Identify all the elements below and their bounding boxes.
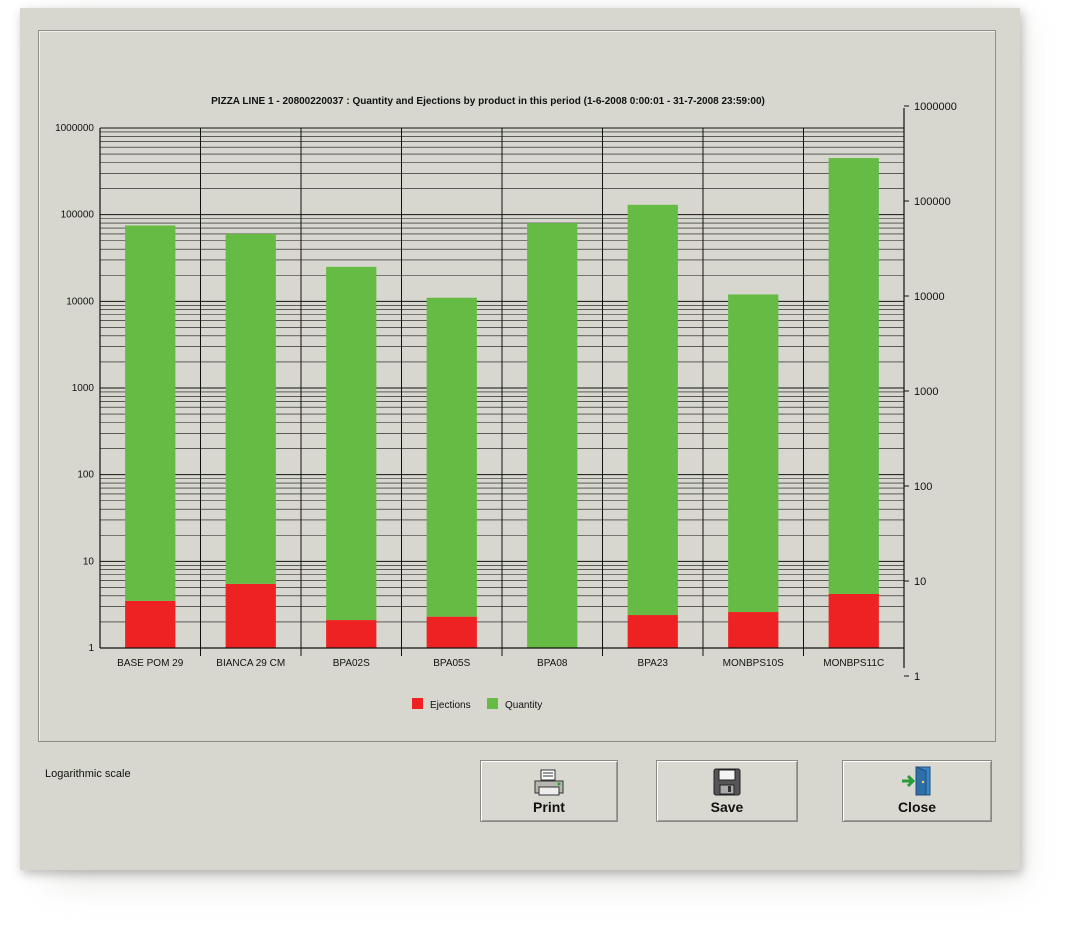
category-label: BASE POM 29 [117, 658, 184, 669]
bar-ejections [426, 616, 477, 648]
bar-quantity [326, 266, 377, 621]
scale-mode-label: Logarithmic scale [45, 768, 131, 780]
category-label: BIANCA 29 CM [216, 658, 285, 669]
bar-quantity [225, 233, 276, 584]
legend-label: Ejections [430, 700, 471, 711]
y-tick-label: 100000 [61, 210, 95, 221]
y-axis-left-ticks: 1 10 100 1000 10000 100000 1000000 [55, 123, 94, 654]
bar-ejections [326, 620, 377, 648]
save-button-label: Save [710, 799, 744, 815]
y2-tick-label: 10000 [914, 291, 945, 303]
bar-ejections [828, 593, 879, 648]
legend: Ejections Quantity [412, 698, 542, 711]
legend-swatch [412, 698, 423, 709]
report-window: PIZZA LINE 1 - 20800220037 : Quantity an… [20, 8, 1020, 870]
bar-quantity [627, 204, 678, 616]
chart-frame [38, 30, 996, 742]
y-tick-label: 1000 [72, 383, 95, 394]
category-label: BPA08 [537, 658, 568, 669]
bar-quantity [728, 294, 779, 613]
print-button-label: Print [533, 799, 565, 815]
y-tick-label: 100 [77, 470, 94, 481]
bar-ejections [225, 583, 276, 648]
save-button[interactable]: Save [656, 760, 798, 822]
bar-ejections [125, 600, 176, 648]
y2-tick-label: 1000000 [914, 101, 957, 113]
bars [125, 158, 879, 648]
close-button[interactable]: Close [842, 760, 992, 822]
grid-lines [100, 127, 904, 656]
y-tick-label: 10000 [66, 296, 94, 307]
category-label: BPA23 [638, 658, 669, 669]
bar-ejections [728, 612, 779, 648]
category-label: MONBPS10S [723, 658, 784, 669]
close-button-label: Close [897, 799, 937, 815]
y-tick-label: 10 [83, 556, 95, 567]
bar-quantity [828, 158, 879, 594]
y-axis-right-ticks: 1 10 100 1000 10000 100000 1000000 [904, 101, 957, 683]
chart-title: PIZZA LINE 1 - 20800220037 : Quantity an… [211, 96, 765, 107]
bar-quantity [527, 223, 578, 648]
category-label: BPA02S [333, 658, 370, 669]
y2-tick-label: 1000 [914, 386, 938, 398]
y-tick-label: 1000000 [55, 123, 94, 134]
bar-quantity [426, 297, 477, 617]
y2-tick-label: 10 [914, 576, 926, 588]
floppy-disk-icon [713, 768, 741, 796]
y-tick-label: 1 [88, 643, 94, 654]
exit-door-icon [902, 766, 931, 796]
y2-tick-label: 100 [914, 481, 932, 493]
bar-chart: PIZZA LINE 1 - 20800220037 : Quantity an… [55, 96, 957, 711]
legend-swatch [487, 698, 498, 709]
category-label: MONBPS11C [823, 658, 884, 669]
printer-icon [534, 769, 564, 796]
category-label: BPA05S [433, 658, 470, 669]
y2-tick-label: 100000 [914, 196, 951, 208]
y2-tick-label: 1 [914, 671, 920, 683]
x-axis-category-labels: BASE POM 29 BIANCA 29 CM BPA02S BPA05S BPA08… [117, 658, 884, 669]
bar-quantity [125, 225, 176, 601]
legend-label: Quantity [505, 700, 542, 711]
print-button[interactable]: Print [480, 760, 618, 822]
bar-ejections [627, 615, 678, 648]
